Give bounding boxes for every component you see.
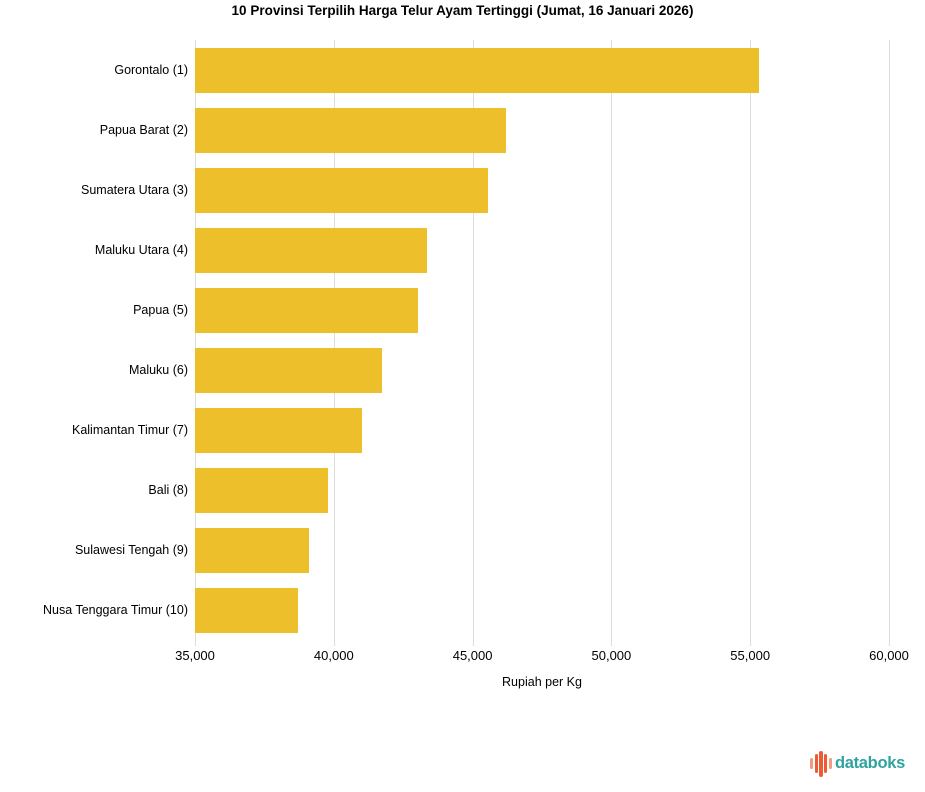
tick-mark	[750, 640, 752, 646]
bar	[195, 468, 329, 513]
x-tick-label: 50,000	[591, 648, 632, 663]
tick-mark	[333, 640, 335, 646]
databoks-pulse-bars-icon	[810, 750, 832, 777]
logo-bar-icon	[819, 750, 823, 777]
y-axis-label: Maluku (6)	[128, 363, 188, 377]
bar	[195, 408, 362, 453]
gridline	[611, 40, 613, 640]
bar	[195, 528, 309, 573]
y-axis-labels: Gorontalo (1) Papua Barat (2) Sumatera Uta…	[0, 40, 188, 640]
x-tick-label: 45,000	[452, 648, 493, 663]
bar	[195, 348, 383, 393]
bar	[195, 228, 427, 273]
logo-bar-icon	[828, 758, 832, 769]
bar	[195, 588, 298, 633]
chart-title: 10 Provinsi Terpilih Harga Telur Ayam Te…	[231, 3, 694, 18]
gridline	[750, 40, 752, 640]
y-axis-label: Kalimantan Timur (7)	[71, 423, 188, 437]
tick-mark	[611, 640, 613, 646]
bar	[195, 108, 506, 153]
tick-mark	[889, 640, 890, 646]
y-axis-label: Sulawesi Tengah (9)	[74, 543, 188, 557]
x-tick-label: 55,000	[730, 648, 771, 663]
gridline	[195, 40, 196, 640]
gridline	[333, 40, 335, 640]
gridline	[889, 40, 890, 640]
x-axis-ticks: 35,000 40,000 45,000 50,000 55,000 60,000	[175, 648, 909, 664]
y-axis-label: Sumatera Utara (3)	[81, 183, 188, 197]
gridline	[472, 40, 474, 640]
logo-bar-icon	[814, 754, 818, 773]
x-tick-label: 60,000	[869, 648, 909, 663]
bar	[195, 168, 488, 213]
bar	[195, 48, 759, 93]
y-axis-label: Bali (8)	[148, 483, 188, 497]
x-tick-label: 35,000	[175, 648, 215, 663]
tick-mark	[472, 640, 474, 646]
tick-mark	[195, 640, 196, 646]
y-axis-label: Gorontalo (1)	[114, 63, 188, 77]
logo-bar-icon	[810, 758, 814, 769]
y-axis-label: Papua (5)	[133, 303, 188, 317]
y-axis-label: Maluku Utara (4)	[94, 243, 188, 257]
x-axis-title: Rupiah per Kg	[502, 675, 582, 689]
x-tick-label: 40,000	[313, 648, 354, 663]
y-axis-label: Papua Barat (2)	[99, 123, 188, 137]
databoks-logo-text: databoks	[834, 754, 905, 772]
plot-area	[195, 40, 890, 646]
logo-bar-icon	[824, 754, 828, 773]
bar	[195, 288, 419, 333]
databoks-logo: databoks	[810, 750, 905, 777]
y-axis-label: Nusa Tenggara Timur (10)	[43, 603, 188, 617]
